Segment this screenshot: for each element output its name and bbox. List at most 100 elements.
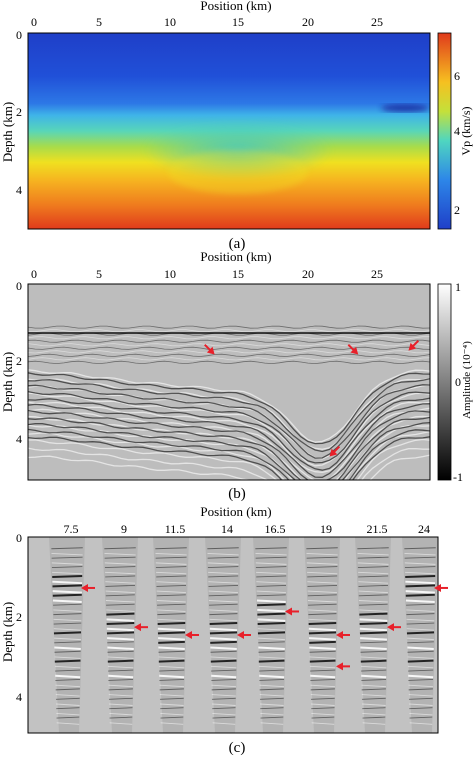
x-tick: 10 bbox=[164, 267, 176, 281]
red-arrow bbox=[204, 343, 215, 355]
x-tick: 0 bbox=[31, 15, 37, 29]
panel-b-ylabel: Depth (km) bbox=[0, 352, 15, 412]
reflector-line bbox=[28, 346, 430, 350]
reflector-line bbox=[28, 360, 430, 365]
x-tick: 25 bbox=[371, 267, 383, 281]
reflector-line bbox=[28, 369, 430, 443]
x-tick: 15 bbox=[232, 15, 244, 29]
red-arrow bbox=[285, 607, 299, 616]
x-tick: 0 bbox=[31, 267, 37, 281]
angle-gather bbox=[49, 537, 85, 733]
velocity-model-image bbox=[28, 33, 430, 229]
panel-b: Position (km) 0 5 10 15 20 25 Depth (km)… bbox=[0, 249, 473, 502]
panel-a-colorbar bbox=[437, 32, 452, 230]
reflector-line bbox=[28, 436, 430, 480]
reflector-line bbox=[28, 329, 430, 333]
colorbar-tick: 2 bbox=[454, 203, 460, 217]
angle-gather bbox=[102, 537, 138, 733]
y-tick: 4 bbox=[16, 690, 22, 704]
reflector-line bbox=[28, 447, 430, 480]
colorbar-tick: 1 bbox=[455, 280, 461, 294]
x-tick: 15 bbox=[232, 267, 244, 281]
red-arrow bbox=[134, 623, 148, 632]
x-tick: 11.5 bbox=[165, 522, 186, 536]
x-tick: 21.5 bbox=[367, 522, 388, 536]
panel-b-frame bbox=[27, 283, 431, 481]
x-tick: 25 bbox=[371, 15, 383, 29]
y-tick: 0 bbox=[16, 28, 22, 42]
x-tick: 20 bbox=[302, 267, 314, 281]
y-tick: 4 bbox=[16, 183, 22, 197]
panel-c-x-ticks: 7.5 9 11.5 14 16.5 19 21.5 24 bbox=[64, 522, 431, 536]
panel-b-colorbar bbox=[437, 283, 452, 481]
panel-c-y-ticks: 0 2 4 bbox=[16, 531, 22, 704]
red-arrow bbox=[434, 583, 448, 592]
panel-a-y-ticks: 0 2 4 bbox=[16, 28, 22, 197]
panel-a-colorbar-label: Vp (km/s) bbox=[459, 107, 473, 156]
reflector-line bbox=[28, 378, 430, 450]
reflector-line bbox=[28, 384, 430, 459]
colorbar-tick: -1 bbox=[453, 470, 463, 484]
x-tick: 9 bbox=[121, 522, 127, 536]
panel-b-xlabel: Position (km) bbox=[200, 249, 271, 264]
y-tick: 0 bbox=[16, 279, 22, 293]
red-arrow bbox=[336, 662, 350, 671]
panel-a-caption: (a) bbox=[229, 236, 246, 252]
panel-a-ylabel: Depth (km) bbox=[0, 102, 15, 162]
angle-gather bbox=[402, 537, 438, 733]
angle-gather bbox=[253, 537, 289, 733]
reflector-line bbox=[28, 390, 430, 464]
angle-gather bbox=[304, 537, 340, 733]
x-tick: 20 bbox=[302, 15, 314, 29]
reflector-line bbox=[28, 401, 430, 473]
panel-c: Position (km) 7.5 9 11.5 14 16.5 19 21.5… bbox=[0, 504, 448, 756]
panel-b-colorbar-label: Amplitude (10⁻⁴) bbox=[461, 341, 473, 419]
y-tick: 2 bbox=[16, 610, 22, 624]
reflector-line bbox=[28, 339, 430, 343]
x-tick: 10 bbox=[164, 15, 176, 29]
panel-a-x-ticks: 0 5 10 15 20 25 bbox=[31, 15, 383, 29]
x-tick: 16.5 bbox=[265, 522, 286, 536]
panel-b-y-ticks: 0 2 4 bbox=[16, 279, 22, 446]
x-tick: 7.5 bbox=[64, 522, 79, 536]
colorbar-tick: 0 bbox=[455, 375, 461, 389]
reflector-line bbox=[28, 353, 430, 357]
x-tick: 5 bbox=[96, 267, 102, 281]
panel-a: Position (km) 0 5 10 15 20 25 Depth (km)… bbox=[0, 0, 473, 252]
reflector-line bbox=[28, 416, 430, 480]
reflector-line bbox=[28, 343, 430, 347]
panel-b-x-ticks: 0 5 10 15 20 25 bbox=[31, 267, 383, 281]
x-tick: 24 bbox=[418, 522, 430, 536]
red-arrow bbox=[387, 623, 401, 632]
panel-a-colorbar-ticks: 6 4 2 bbox=[454, 69, 460, 217]
y-tick: 2 bbox=[16, 354, 22, 368]
red-arrow bbox=[185, 631, 199, 639]
reflector-line bbox=[28, 454, 430, 480]
reflector-line bbox=[28, 325, 430, 329]
reflector-line bbox=[28, 392, 430, 467]
reflector-line bbox=[28, 409, 430, 480]
red-arrow bbox=[347, 343, 359, 355]
red-arrow bbox=[336, 631, 350, 639]
gathers-image bbox=[28, 537, 438, 733]
red-arrow bbox=[408, 340, 420, 351]
reflector-line bbox=[28, 357, 430, 361]
migrated-image bbox=[28, 284, 430, 480]
reflector-line bbox=[28, 438, 430, 480]
reflector-line bbox=[28, 397, 430, 471]
reflector-line bbox=[28, 378, 430, 453]
red-arrow bbox=[237, 631, 251, 639]
reflector-line bbox=[28, 422, 430, 480]
y-tick: 4 bbox=[16, 432, 22, 446]
reflector-line bbox=[28, 350, 430, 354]
reflector-line bbox=[28, 403, 430, 478]
panel-c-xlabel: Position (km) bbox=[200, 504, 271, 519]
panel-c-ylabel: Depth (km) bbox=[0, 602, 15, 662]
panel-b-colorbar-ticks: 1 0 -1 bbox=[453, 280, 463, 484]
angle-gather bbox=[205, 537, 241, 733]
red-arrow bbox=[81, 583, 95, 592]
reflector-line bbox=[28, 430, 430, 480]
colorbar-tick: 6 bbox=[454, 69, 460, 83]
reflector-line bbox=[28, 336, 430, 340]
